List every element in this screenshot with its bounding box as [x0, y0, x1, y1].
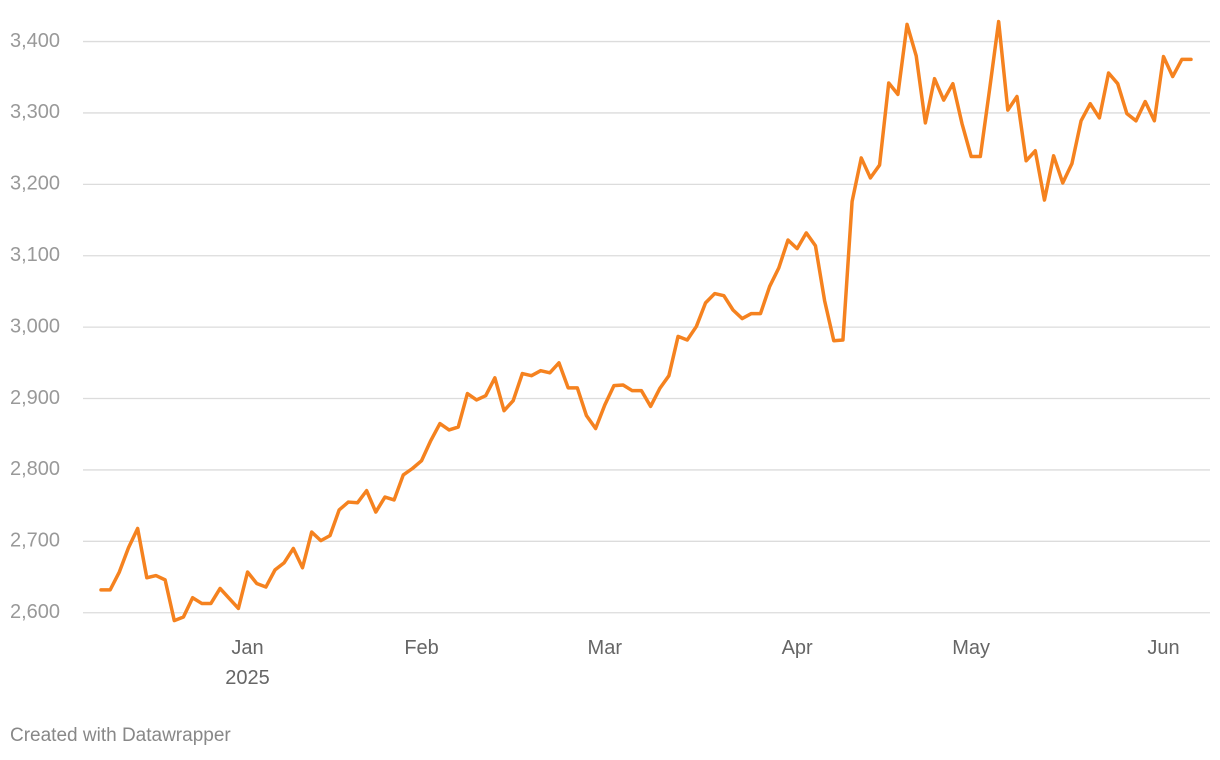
y-tick-label: 3,100 — [10, 244, 60, 266]
y-tick-label: 3,000 — [10, 315, 60, 337]
x-tick-label: Mar — [587, 637, 622, 659]
y-tick-label: 2,600 — [10, 601, 60, 623]
y-tick-label: 3,400 — [10, 30, 60, 52]
line — [99, 19, 1193, 623]
y-tick-label: 2,900 — [10, 387, 60, 409]
x-tick-label: Jan 2025 — [225, 637, 270, 689]
x-tick-label: Apr — [781, 637, 813, 659]
y-tick-label: 2,700 — [10, 530, 60, 552]
credit: Created with Datawrapper — [10, 725, 231, 746]
plot: 2,600 2,700 2,800 2,900 3,000 3,100 3,200 3,300… — [10, 19, 1210, 623]
y-tick-label: 2,800 — [10, 458, 60, 480]
y-tick-label: 3,200 — [10, 173, 60, 195]
x-tick-label: Feb — [404, 637, 439, 659]
y-tick-label: 3,300 — [10, 101, 60, 123]
x-tick-label: May — [952, 637, 991, 659]
x-tick-label: Jun — [1147, 637, 1180, 659]
